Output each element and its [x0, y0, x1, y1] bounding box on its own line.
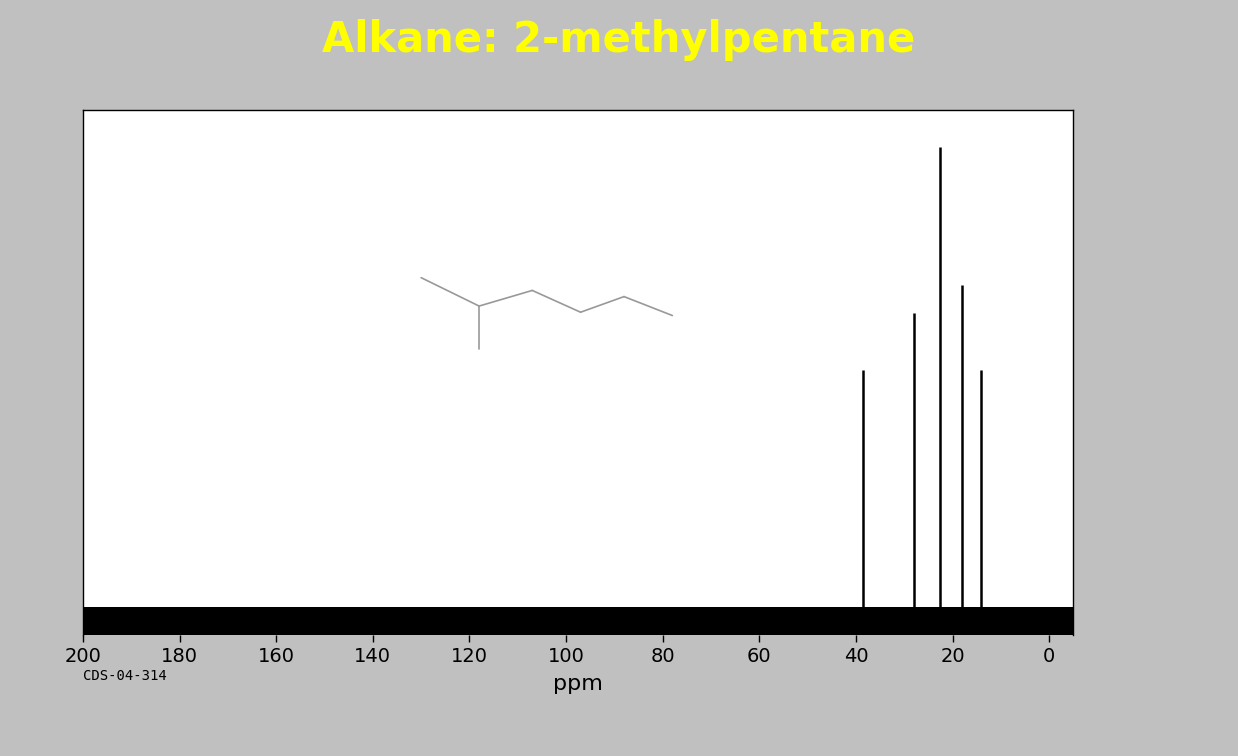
X-axis label: ppm: ppm — [553, 674, 603, 694]
Text: Alkane: 2-methylpentane: Alkane: 2-methylpentane — [322, 19, 916, 60]
Bar — [83, 606, 1073, 635]
Text: CDS-04-314: CDS-04-314 — [83, 669, 167, 683]
